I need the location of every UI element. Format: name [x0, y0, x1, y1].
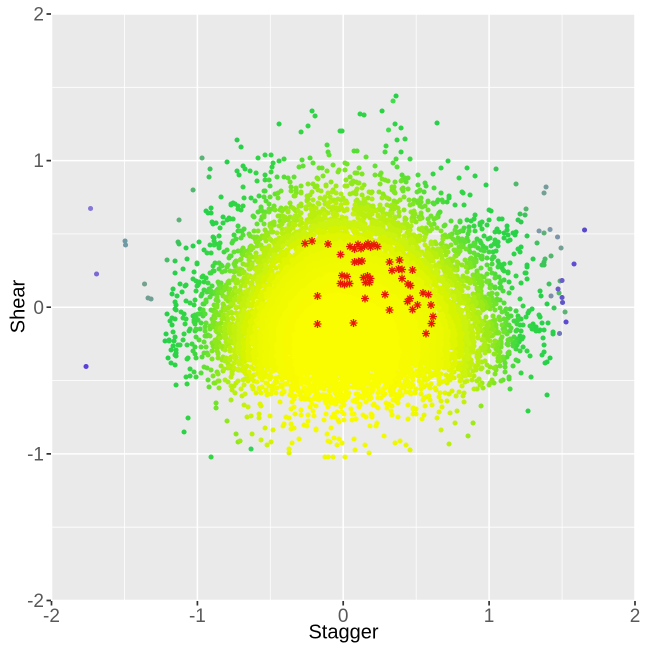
svg-text:-2: -2: [43, 606, 60, 627]
svg-text:-1: -1: [189, 606, 206, 627]
svg-text:0: 0: [33, 298, 44, 319]
svg-text:-2: -2: [27, 591, 44, 612]
svg-text:2: 2: [33, 5, 44, 26]
svg-text:1: 1: [33, 151, 44, 172]
svg-text:0: 0: [338, 606, 349, 627]
svg-text:-1: -1: [27, 444, 44, 465]
svg-text:1: 1: [484, 606, 495, 627]
svg-text:Stagger: Stagger: [308, 622, 378, 644]
svg-text:2: 2: [630, 606, 641, 627]
svg-text:Shear: Shear: [8, 279, 30, 333]
